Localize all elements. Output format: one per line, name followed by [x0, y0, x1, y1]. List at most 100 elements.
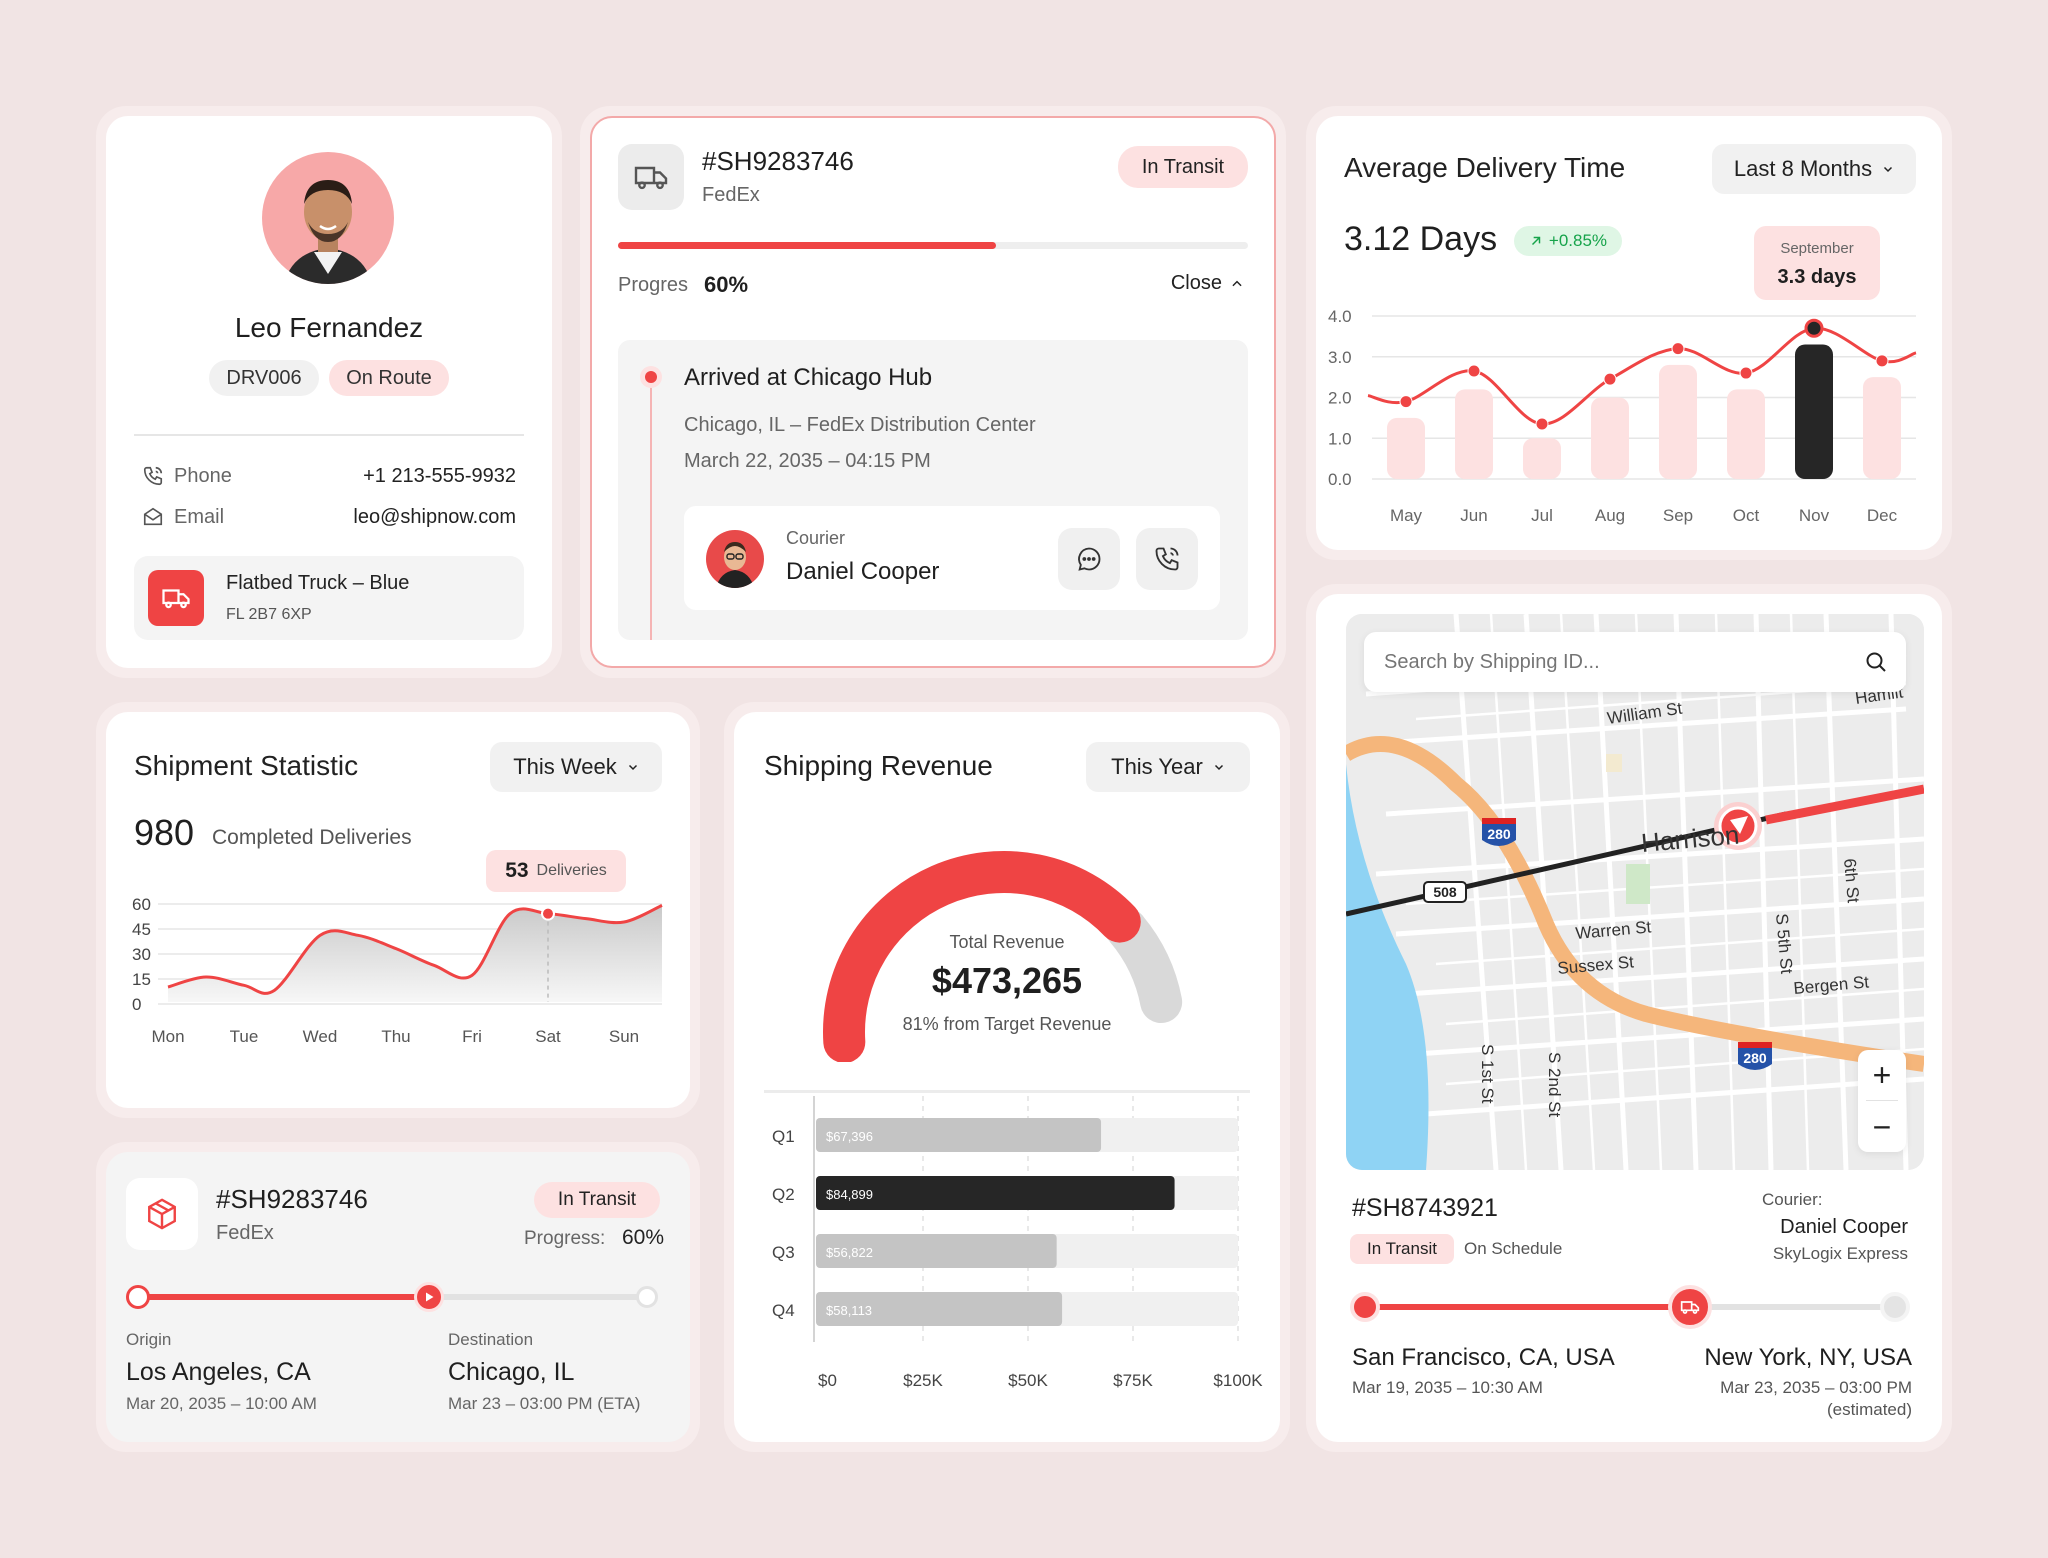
x-tick-label: May [1390, 506, 1423, 525]
target-text: 81% from Target Revenue [902, 1014, 1112, 1034]
origin-date: Mar 19, 2035 – 10:30 AM [1352, 1378, 1543, 1397]
chart-tooltip: 53 Deliveries [486, 850, 626, 892]
bar [816, 1234, 1057, 1268]
chevron-up-icon [1230, 277, 1244, 291]
y-tick-label: 2.0 [1328, 389, 1352, 408]
trend-line [1367, 326, 1917, 426]
bar [1659, 364, 1697, 479]
bar [1863, 377, 1901, 479]
zoom-controls: + − [1858, 1050, 1906, 1152]
card-title: Shipment Statistic [134, 750, 359, 781]
carrier-name: FedEx [216, 1222, 274, 1244]
timeline-dot [640, 366, 662, 388]
truck-icon [618, 144, 684, 210]
period-dropdown[interactable]: Last 8 Months [1712, 144, 1916, 194]
search-input[interactable] [1384, 632, 1844, 692]
data-point [1739, 366, 1753, 380]
destination-label: Destination [448, 1330, 534, 1349]
x-tick-label: Sat [535, 1027, 561, 1046]
y-tick-label: 15 [132, 970, 151, 989]
bar [816, 1118, 1102, 1152]
status-badge: In Transit [1350, 1234, 1454, 1264]
close-toggle[interactable]: Close [1171, 272, 1244, 295]
destination-date: Mar 23 – 03:00 PM (ETA) [448, 1394, 641, 1413]
x-tick-label: Tue [230, 1027, 259, 1046]
shipment-area-chart: 60 45 30 15 0 Mon Tue Wed Thu Fri Sat Sun [132, 895, 663, 1046]
data-label: $67,396 [826, 1129, 873, 1144]
chat-button[interactable] [1058, 528, 1120, 590]
status-badge: On Route [329, 360, 449, 396]
data-label: $84,899 [826, 1187, 873, 1202]
vehicle-name: Flatbed Truck – Blue [226, 572, 410, 594]
destination-city: New York, NY, USA [1704, 1344, 1912, 1371]
progress-track [618, 242, 1248, 249]
street-label: S 2nd St [1545, 1052, 1564, 1117]
delivery-time-card: Average Delivery Time Last 8 Months 3.12… [1316, 116, 1942, 550]
destination-marker [636, 1286, 658, 1308]
area-line [167, 903, 663, 995]
period-label: This Week [513, 754, 617, 779]
period-label: Last 8 Months [1733, 156, 1873, 181]
zoom-out-button[interactable]: − [1872, 1108, 1892, 1145]
current-position-marker[interactable] [414, 1282, 444, 1312]
svg-text:508: 508 [1433, 884, 1457, 900]
x-tick-label: $100K [1213, 1371, 1263, 1390]
period-dropdown[interactable]: This Week [490, 742, 662, 792]
x-tick-label: Dec [1867, 506, 1898, 525]
bar [1523, 438, 1561, 479]
street-label: S 1st St [1478, 1044, 1497, 1104]
shipment2-card: #SH9283746 FedEx In Transit Progress: 60… [106, 1152, 690, 1442]
bar [816, 1176, 1175, 1210]
search-icon[interactable] [1864, 650, 1888, 674]
call-button[interactable] [1136, 528, 1198, 590]
y-tick-label: Q2 [772, 1185, 795, 1204]
phone-value[interactable]: +1 213-555-9932 [363, 465, 516, 487]
package-icon [126, 1178, 198, 1250]
courier-box: Courier Daniel Cooper [684, 506, 1220, 610]
tooltip-month: September [1780, 240, 1854, 257]
x-tick-label: Aug [1595, 506, 1625, 525]
x-tick-label: Mon [151, 1027, 184, 1046]
revenue-bar-chart: $0 $25K $50K $75K $100K Q1 $67,396 Q2 $84,899 Q3 $… [772, 1096, 1263, 1390]
shipment-id: #SH9283746 [702, 146, 854, 176]
revenue-gauge [823, 851, 1183, 1062]
data-point [1535, 417, 1549, 431]
shipment-id: #SH8743921 [1352, 1194, 1498, 1222]
card-title: Average Delivery Time [1344, 152, 1626, 183]
origin-city: Los Angeles, CA [126, 1358, 311, 1386]
y-tick-label: 0.0 [1328, 470, 1352, 489]
route-progress [126, 1282, 660, 1312]
phone-label: Phone [174, 465, 232, 487]
status-badge: In Transit [1118, 146, 1248, 188]
courier-name: Daniel Cooper [786, 558, 940, 585]
email-value[interactable]: leo@shipnow.com [353, 506, 516, 528]
progress-fill [618, 242, 996, 249]
phone-icon [1153, 545, 1181, 573]
delivery-value: 3.12 Days [1344, 220, 1498, 258]
total-label: Total Revenue [949, 932, 1065, 952]
x-tick-label: $0 [818, 1371, 837, 1390]
bar [1795, 344, 1833, 479]
data-label: $58,113 [826, 1303, 872, 1318]
event-location: Chicago, IL – FedEx Distribution Center [684, 414, 1036, 436]
tracking-card: #SH9283746 FedEx In Transit Progres 60% … [590, 116, 1276, 668]
y-tick-label: 4.0 [1328, 307, 1352, 326]
tooltip-label: Deliveries [536, 862, 607, 879]
progress-value: 60% [704, 272, 749, 297]
current-position-marker[interactable] [1668, 1285, 1712, 1329]
area-fill [168, 905, 662, 1002]
bar [1387, 417, 1425, 479]
x-tick-label: Wed [303, 1027, 338, 1046]
origin-date: Mar 20, 2035 – 10:00 AM [126, 1394, 317, 1413]
shipment-id: #SH9283746 [216, 1184, 368, 1214]
revenue-card: Shipping Revenue This Year Total Revenue… [734, 712, 1280, 1442]
y-tick-label: Q1 [772, 1127, 795, 1146]
bar [1591, 397, 1629, 479]
zoom-in-button[interactable]: + [1872, 1056, 1892, 1093]
x-tick-label: Thu [381, 1027, 410, 1046]
period-dropdown[interactable]: This Year [1086, 742, 1250, 792]
origin-marker [1350, 1292, 1380, 1322]
x-tick-label: Sep [1663, 506, 1693, 525]
map-view[interactable]: William St Hamilt Harrison Warren St Sus… [1346, 614, 1924, 1170]
y-tick-label: 30 [132, 945, 151, 964]
